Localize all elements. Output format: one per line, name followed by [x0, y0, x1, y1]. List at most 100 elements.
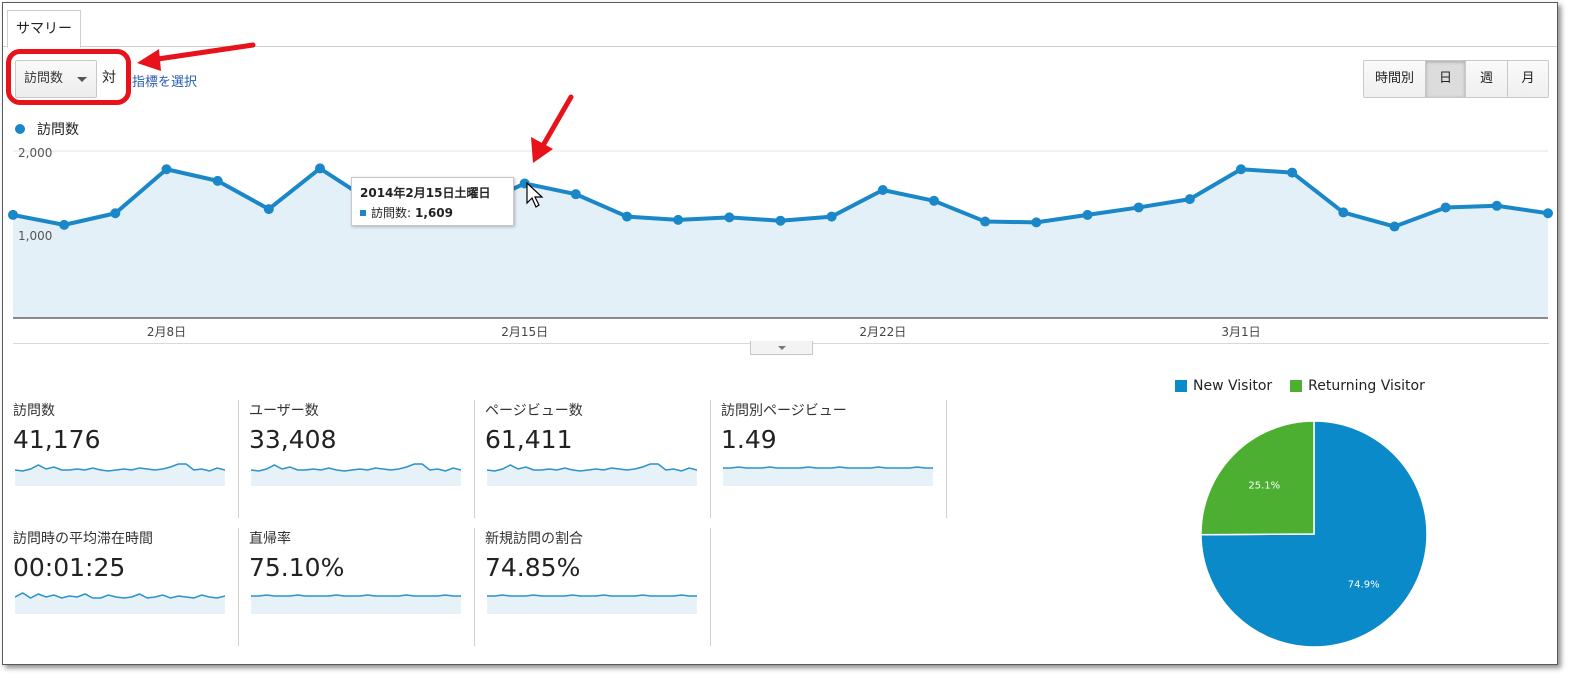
annotation-arrow-left: [137, 42, 256, 71]
data-point: [1338, 207, 1349, 218]
period-hourly-button[interactable]: 時間別: [1364, 61, 1426, 97]
sparkline-area: [487, 595, 697, 614]
sparkline-area: [487, 464, 697, 486]
pie-slice: [1200, 420, 1428, 648]
period-day-button[interactable]: 日: [1426, 61, 1466, 97]
sparkline-line: [487, 594, 697, 597]
stat-label: ユーザー数: [249, 403, 319, 419]
sparkline-area: [15, 464, 225, 486]
sparkline: [15, 463, 225, 486]
data-point: [59, 219, 70, 230]
data-point: [1031, 217, 1042, 228]
mouse-cursor-icon: [526, 181, 544, 208]
stat-bounce-rate[interactable]: 直帰率 75.10%: [239, 528, 475, 646]
sparkline-line: [723, 466, 933, 469]
sparkline: [251, 463, 461, 486]
pie-slice-label: 74.9%: [1348, 579, 1380, 590]
stat-avg-duration[interactable]: 訪問時の平均滞在時間 00:01:25: [3, 528, 239, 646]
stat-value: 33,408: [249, 425, 337, 454]
stat-label: ページビュー数: [485, 403, 583, 419]
period-week-button[interactable]: 週: [1466, 61, 1508, 97]
y-tick-label: 2,000: [18, 146, 52, 160]
pie-slice-label: 25.1%: [1248, 481, 1280, 492]
tooltip-swatch-icon: [360, 209, 366, 216]
stat-label: 直帰率: [249, 531, 291, 547]
stat-new-visits[interactable]: 新規訪問の割合 74.85%: [475, 528, 711, 646]
pie-legend-item-new[interactable]: New Visitor: [1175, 378, 1272, 394]
pie-legend: New Visitor Returning Visitor: [1175, 378, 1443, 394]
tooltip-value: 1,609: [415, 205, 454, 220]
sparkline: [251, 594, 461, 614]
sparkline-area: [251, 595, 461, 614]
data-point: [1389, 221, 1400, 232]
data-point: [1133, 202, 1144, 213]
data-point: [877, 185, 888, 196]
tooltip-metric: 訪問数:: [371, 206, 412, 220]
stat-value: 41,176: [13, 425, 101, 454]
data-point: [1543, 208, 1553, 219]
data-point: [826, 211, 837, 222]
data-point: [1287, 167, 1298, 178]
vs-label: 対: [102, 70, 116, 86]
sparkline: [15, 592, 225, 614]
pie-slice: [1200, 420, 1315, 536]
stat-visits[interactable]: 訪問数 41,176: [3, 400, 239, 518]
collapse-chart-handle[interactable]: [750, 341, 813, 355]
stat-value: 61,411: [485, 425, 573, 454]
legend-swatch-icon: [1175, 380, 1187, 392]
legend-swatch-icon: [1290, 380, 1303, 392]
data-point: [1491, 200, 1502, 211]
stat-label: 訪問別ページビュー: [721, 403, 847, 419]
tab-summary[interactable]: サマリー: [7, 10, 81, 48]
data-point: [622, 211, 632, 222]
data-point: [929, 195, 939, 206]
visitor-type-pie-chart: 74.9% 25.1%: [1200, 420, 1428, 648]
sparkline: [723, 466, 933, 486]
chart-legend-label: 訪問数: [37, 122, 79, 138]
data-point: [980, 216, 991, 227]
sparkline-area: [723, 467, 933, 486]
sparkline-line: [487, 463, 697, 472]
analytics-panel: サマリー 訪問数 対 指標を選択 時間別 日 週 月 訪問数 2,000 1,00…: [2, 2, 1558, 665]
pie-legend-label: New Visitor: [1193, 378, 1273, 394]
stat-pageviews[interactable]: ページビュー数 61,411: [475, 400, 711, 518]
sparkline: [487, 463, 697, 486]
pie-legend-item-returning[interactable]: Returning Visitor: [1290, 378, 1425, 394]
tab-bar: サマリー: [3, 3, 1557, 48]
data-point: [1184, 194, 1195, 205]
stat-value: 00:01:25: [13, 553, 126, 582]
stat-value: 74.85%: [485, 553, 581, 582]
data-point: [1082, 209, 1093, 220]
period-toggle-group: 時間別 日 週 月: [1363, 60, 1549, 98]
data-point: [161, 164, 172, 175]
data-point: [8, 209, 18, 220]
visits-line-chart: 2,000 1,000 2月8日 2月15日 2月22日 3月1日: [8, 146, 1553, 339]
stat-users[interactable]: ユーザー数 33,408: [239, 400, 475, 518]
metric-dropdown[interactable]: 訪問数: [15, 60, 97, 98]
stat-label: 訪問時の平均滞在時間: [13, 531, 153, 547]
tooltip-date: 2014年2月15日土曜日: [360, 186, 491, 200]
sparkline-line: [251, 463, 461, 472]
x-tick-label: 3月1日: [1221, 325, 1260, 339]
period-month-button[interactable]: 月: [1508, 61, 1548, 97]
series-dot-icon: [15, 124, 25, 134]
data-point: [724, 212, 735, 223]
chart-tooltip: 2014年2月15日土曜日 訪問数: 1,609: [351, 177, 514, 226]
stat-pages-per-visit[interactable]: 訪問別ページビュー 1.49: [711, 400, 947, 518]
sparkline-area: [251, 464, 461, 486]
sparkline-line: [15, 592, 225, 599]
chevron-down-icon: [778, 346, 786, 350]
data-point: [1236, 164, 1246, 175]
select-metric-link[interactable]: 指標を選択: [132, 75, 198, 90]
data-point: [570, 189, 581, 200]
sparkline: [487, 594, 697, 614]
y-tick-label: 1,000: [18, 229, 52, 243]
x-tick-label: 2月22日: [859, 325, 906, 339]
x-tick-label: 2月15日: [501, 325, 548, 339]
stat-label: 新規訪問の割合: [485, 531, 583, 547]
data-point: [263, 204, 274, 215]
data-point: [1440, 202, 1451, 213]
annotation-arrow-down: [531, 94, 574, 163]
metric-dropdown-label: 訪問数: [24, 71, 64, 86]
pie-legend-label: Returning Visitor: [1308, 378, 1425, 394]
